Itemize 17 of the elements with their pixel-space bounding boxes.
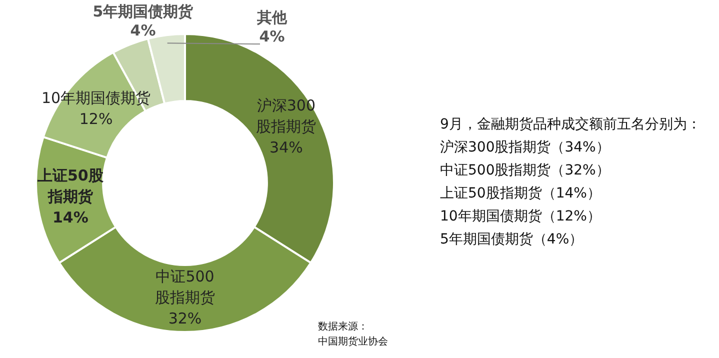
data-label: 34%	[270, 138, 303, 156]
slice-label: 5年期国债期货	[92, 2, 194, 20]
text: 中国期货业协会	[318, 336, 388, 348]
data-label: 4%	[259, 27, 285, 46]
source-note: 数据来源：	[318, 320, 368, 333]
slice-label: 其他	[256, 8, 288, 26]
text: 中证500股指期货（32%）	[440, 162, 610, 179]
text: 上证50股指期货（14%）	[440, 186, 601, 202]
data-label: 32%	[168, 309, 202, 328]
data-label: 4%	[130, 21, 156, 40]
text: 5年期国债期货（4%）	[440, 232, 584, 248]
text: 10年期国债期货（12%）	[440, 208, 601, 225]
text: 9月，金融期货品种成交额前五名分别为：	[440, 116, 701, 133]
data-label: 14%	[52, 208, 88, 226]
slice-label: 中证500股指期货	[155, 267, 215, 306]
text: 沪深300股指期货（34%）	[440, 140, 610, 156]
data-label: 12%	[79, 110, 113, 128]
